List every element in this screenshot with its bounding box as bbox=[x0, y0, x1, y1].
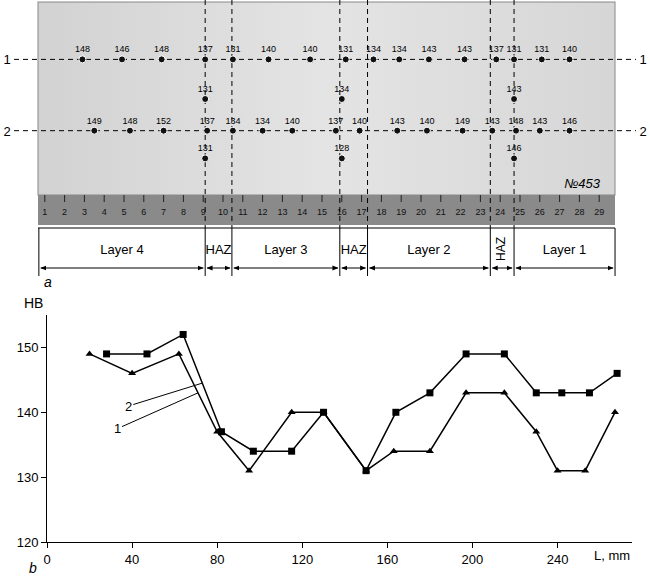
svg-text:137: 137 bbox=[489, 44, 504, 54]
svg-text:137: 137 bbox=[328, 116, 343, 126]
svg-text:140: 140 bbox=[419, 116, 434, 126]
svg-text:146: 146 bbox=[115, 44, 130, 54]
svg-text:Layer 3: Layer 3 bbox=[264, 242, 307, 257]
svg-text:a: a bbox=[44, 274, 52, 290]
svg-text:137: 137 bbox=[198, 44, 213, 54]
svg-text:1: 1 bbox=[42, 207, 47, 217]
svg-text:2: 2 bbox=[125, 399, 132, 414]
svg-text:2: 2 bbox=[639, 124, 646, 139]
svg-text:131: 131 bbox=[507, 44, 522, 54]
svg-text:26: 26 bbox=[535, 207, 545, 217]
svg-text:40: 40 bbox=[125, 552, 139, 567]
svg-text:HB: HB bbox=[24, 295, 43, 311]
svg-text:HAZ: HAZ bbox=[494, 237, 508, 261]
svg-text:21: 21 bbox=[436, 207, 446, 217]
svg-text:140: 140 bbox=[261, 44, 276, 54]
svg-text:134: 134 bbox=[334, 84, 349, 94]
svg-text:0: 0 bbox=[43, 552, 50, 567]
svg-text:№453: №453 bbox=[564, 176, 601, 191]
svg-text:128: 128 bbox=[334, 143, 349, 153]
svg-text:4: 4 bbox=[102, 207, 107, 217]
svg-text:134: 134 bbox=[366, 44, 381, 54]
svg-text:148: 148 bbox=[122, 116, 137, 126]
svg-text:1: 1 bbox=[3, 52, 10, 67]
svg-text:131: 131 bbox=[198, 143, 213, 153]
svg-text:10: 10 bbox=[218, 207, 228, 217]
svg-text:11: 11 bbox=[238, 207, 247, 217]
svg-text:HAZ: HAZ bbox=[341, 242, 367, 257]
svg-text:Layer 4: Layer 4 bbox=[100, 242, 143, 257]
svg-text:Layer 1: Layer 1 bbox=[543, 242, 586, 257]
svg-text:1: 1 bbox=[114, 421, 121, 436]
svg-text:13: 13 bbox=[277, 207, 287, 217]
svg-text:131: 131 bbox=[338, 44, 353, 54]
svg-text:146: 146 bbox=[562, 116, 577, 126]
svg-text:2: 2 bbox=[62, 207, 67, 217]
svg-text:16: 16 bbox=[337, 207, 347, 217]
svg-text:143: 143 bbox=[390, 116, 405, 126]
svg-text:134: 134 bbox=[392, 44, 407, 54]
svg-text:19: 19 bbox=[396, 207, 406, 217]
svg-text:Layer 2: Layer 2 bbox=[407, 242, 450, 257]
svg-text:143: 143 bbox=[457, 44, 472, 54]
svg-text:14: 14 bbox=[297, 207, 307, 217]
svg-text:149: 149 bbox=[87, 116, 102, 126]
svg-text:140: 140 bbox=[17, 405, 39, 420]
svg-text:143: 143 bbox=[421, 44, 436, 54]
svg-text:143: 143 bbox=[485, 116, 500, 126]
svg-text:15: 15 bbox=[317, 207, 327, 217]
svg-text:131: 131 bbox=[534, 44, 549, 54]
svg-text:24: 24 bbox=[495, 207, 505, 217]
svg-text:200: 200 bbox=[462, 552, 484, 567]
svg-text:b: b bbox=[29, 560, 37, 576]
svg-text:27: 27 bbox=[555, 207, 565, 217]
svg-text:140: 140 bbox=[352, 116, 367, 126]
svg-text:140: 140 bbox=[303, 44, 318, 54]
svg-text:6: 6 bbox=[141, 207, 146, 217]
svg-text:20: 20 bbox=[416, 207, 426, 217]
svg-text:29: 29 bbox=[594, 207, 604, 217]
svg-text:134: 134 bbox=[225, 116, 240, 126]
svg-text:146: 146 bbox=[507, 143, 522, 153]
svg-text:HAZ: HAZ bbox=[206, 242, 232, 257]
svg-text:152: 152 bbox=[156, 116, 171, 126]
svg-text:28: 28 bbox=[574, 207, 584, 217]
svg-text:143: 143 bbox=[507, 84, 522, 94]
svg-text:148: 148 bbox=[154, 44, 169, 54]
svg-text:120: 120 bbox=[17, 535, 39, 550]
svg-text:120: 120 bbox=[291, 552, 313, 567]
svg-text:137: 137 bbox=[200, 116, 215, 126]
svg-text:7: 7 bbox=[161, 207, 166, 217]
svg-text:150: 150 bbox=[17, 340, 39, 355]
svg-text:148: 148 bbox=[75, 44, 90, 54]
svg-text:160: 160 bbox=[377, 552, 399, 567]
svg-text:L, mm: L, mm bbox=[594, 548, 630, 563]
svg-text:130: 130 bbox=[17, 470, 39, 485]
svg-text:140: 140 bbox=[562, 44, 577, 54]
svg-text:143: 143 bbox=[532, 116, 547, 126]
svg-text:131: 131 bbox=[225, 44, 240, 54]
svg-text:18: 18 bbox=[376, 207, 386, 217]
svg-text:25: 25 bbox=[515, 207, 525, 217]
svg-text:3: 3 bbox=[82, 207, 87, 217]
svg-text:149: 149 bbox=[455, 116, 470, 126]
svg-text:5: 5 bbox=[121, 207, 126, 217]
svg-text:148: 148 bbox=[509, 116, 524, 126]
svg-text:140: 140 bbox=[285, 116, 300, 126]
svg-text:12: 12 bbox=[258, 207, 268, 217]
svg-text:240: 240 bbox=[547, 552, 569, 567]
svg-text:22: 22 bbox=[456, 207, 466, 217]
svg-text:131: 131 bbox=[198, 84, 213, 94]
svg-text:23: 23 bbox=[475, 207, 485, 217]
svg-text:134: 134 bbox=[255, 116, 270, 126]
svg-text:80: 80 bbox=[210, 552, 224, 567]
svg-text:8: 8 bbox=[181, 207, 186, 217]
svg-text:17: 17 bbox=[357, 207, 367, 217]
svg-text:1: 1 bbox=[639, 52, 646, 67]
svg-text:2: 2 bbox=[3, 124, 10, 139]
svg-text:9: 9 bbox=[200, 207, 206, 217]
